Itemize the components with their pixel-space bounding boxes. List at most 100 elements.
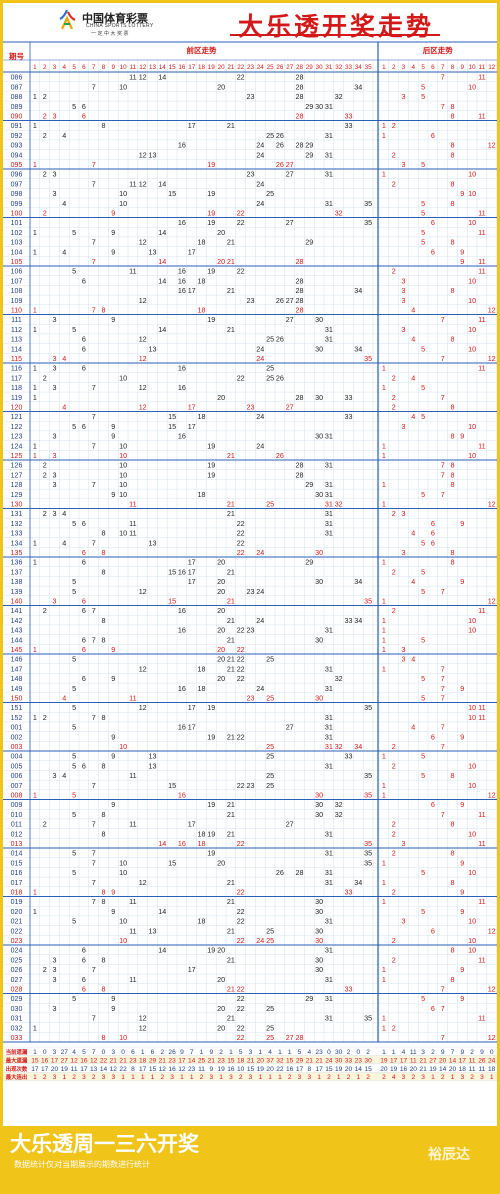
stat-front-value: 2 (347, 1049, 351, 1056)
front-ball: 15 (168, 422, 176, 431)
front-ball: 16 (178, 267, 186, 276)
issue-label: 015 (11, 860, 23, 867)
stat-front-value: 3 (170, 1074, 174, 1081)
back-ball: 8 (451, 771, 455, 780)
front-ball: 17 (188, 247, 196, 256)
front-ball: 11 (129, 897, 136, 906)
front-ball: 28 (296, 868, 304, 877)
front-ball: 31 (325, 849, 333, 858)
stat-back-value: 2 (431, 1049, 435, 1056)
issue-label: 136 (11, 560, 23, 567)
stat-front-value: 15 (31, 1057, 39, 1064)
front-ball: 15 (168, 189, 176, 198)
front-ball: 12 (139, 403, 147, 412)
front-ball: 31 (325, 199, 333, 208)
back-ball: 12 (488, 306, 496, 315)
back-ball: 12 (488, 500, 496, 509)
front-ball: 12 (139, 354, 147, 363)
issue-label: 149 (11, 686, 23, 693)
issue-label: 148 (11, 676, 23, 683)
front-ball: 25 (266, 655, 274, 664)
issue-label: 010 (11, 812, 23, 819)
front-ball: 20 (217, 674, 225, 683)
back-number-tick: 10 (469, 64, 477, 71)
back-ball: 8 (451, 470, 455, 479)
front-ball: 12 (139, 383, 147, 392)
stat-back-value: 2 (441, 1074, 445, 1081)
back-ball: 4 (411, 306, 415, 315)
issue-label: 112 (11, 327, 22, 334)
front-ball: 20 (217, 228, 225, 237)
front-ball: 3 (53, 470, 57, 479)
front-ball: 22 (237, 1004, 245, 1013)
front-ball: 17 (188, 286, 196, 295)
front-ball: 32 (335, 92, 343, 101)
front-ball: 6 (82, 112, 86, 121)
stat-front-value: 17 (41, 1066, 49, 1073)
front-ball: 31 (325, 335, 333, 344)
front-ball: 5 (72, 994, 76, 1003)
issue-label: 104 (11, 249, 23, 256)
front-ball: 33 (345, 616, 353, 625)
front-ball: 7 (92, 897, 96, 906)
stat-front-value: 7 (92, 1049, 96, 1056)
front-ball: 22 (237, 655, 245, 664)
back-ball: 7 (441, 1033, 445, 1042)
stat-front-value: 29 (296, 1057, 304, 1064)
front-number-tick: 6 (82, 64, 86, 71)
brand-name-en: CHINA SPORTS LOTTERY (86, 23, 154, 29)
front-ball: 16 (178, 383, 186, 392)
front-ball: 30 (315, 635, 323, 644)
back-ball: 7 (441, 490, 445, 499)
issue-label: 101 (11, 220, 23, 227)
front-ball: 7 (92, 306, 96, 315)
back-ball: 2 (392, 1023, 396, 1032)
front-ball: 18 (198, 306, 206, 315)
front-ball: 29 (305, 558, 313, 567)
front-number-tick: 7 (92, 64, 96, 71)
stat-front-value: 1 (219, 1074, 223, 1081)
back-ball: 10 (468, 703, 476, 712)
back-ball: 10 (468, 936, 476, 945)
back-number-tick: 12 (488, 64, 496, 71)
front-ball: 4 (62, 247, 66, 256)
front-ball: 29 (305, 994, 313, 1003)
stat-front-value: 16 (41, 1057, 49, 1064)
front-ball: 24 (256, 141, 264, 150)
stat-back-value: 20 (380, 1066, 388, 1073)
stat-front-value: 8 (131, 1066, 135, 1073)
stat-back-value: 20 (410, 1066, 418, 1073)
front-ball: 7 (92, 412, 96, 421)
stat-front-value: 23 (315, 1049, 323, 1056)
front-ball: 25 (266, 189, 274, 198)
front-ball: 15 (168, 597, 176, 606)
front-ball: 4 (62, 694, 66, 703)
back-ball: 3 (402, 917, 406, 926)
stat-back-value: 21 (419, 1057, 427, 1064)
back-ball: 1 (382, 858, 386, 867)
issue-label: 033 (11, 1035, 23, 1042)
front-ball: 7 (92, 383, 96, 392)
front-ball: 35 (364, 1014, 372, 1023)
back-ball: 2 (392, 373, 396, 382)
back-ball: 7 (441, 102, 445, 111)
stat-front-value: 19 (217, 1066, 225, 1073)
stat-label: 出现次数 (6, 1065, 28, 1073)
front-ball: 33 (345, 393, 353, 402)
front-ball: 14 (158, 946, 166, 955)
front-ball: 19 (207, 218, 215, 227)
stat-front-value: 21 (110, 1057, 118, 1064)
front-ball: 31 (325, 684, 333, 693)
back-ball: 7 (441, 470, 445, 479)
stat-back-value: 2 (470, 1049, 474, 1056)
back-ball: 9 (460, 907, 464, 916)
front-ball: 5 (72, 723, 76, 732)
front-number-tick: 22 (237, 64, 245, 71)
stat-front-value: 19 (257, 1066, 265, 1073)
back-ball: 5 (421, 587, 425, 596)
front-ball: 21 (227, 286, 235, 295)
front-ball: 11 (129, 519, 136, 528)
back-ball: 3 (402, 296, 406, 305)
front-ball: 10 (119, 480, 127, 489)
front-number-tick: 18 (198, 64, 206, 71)
